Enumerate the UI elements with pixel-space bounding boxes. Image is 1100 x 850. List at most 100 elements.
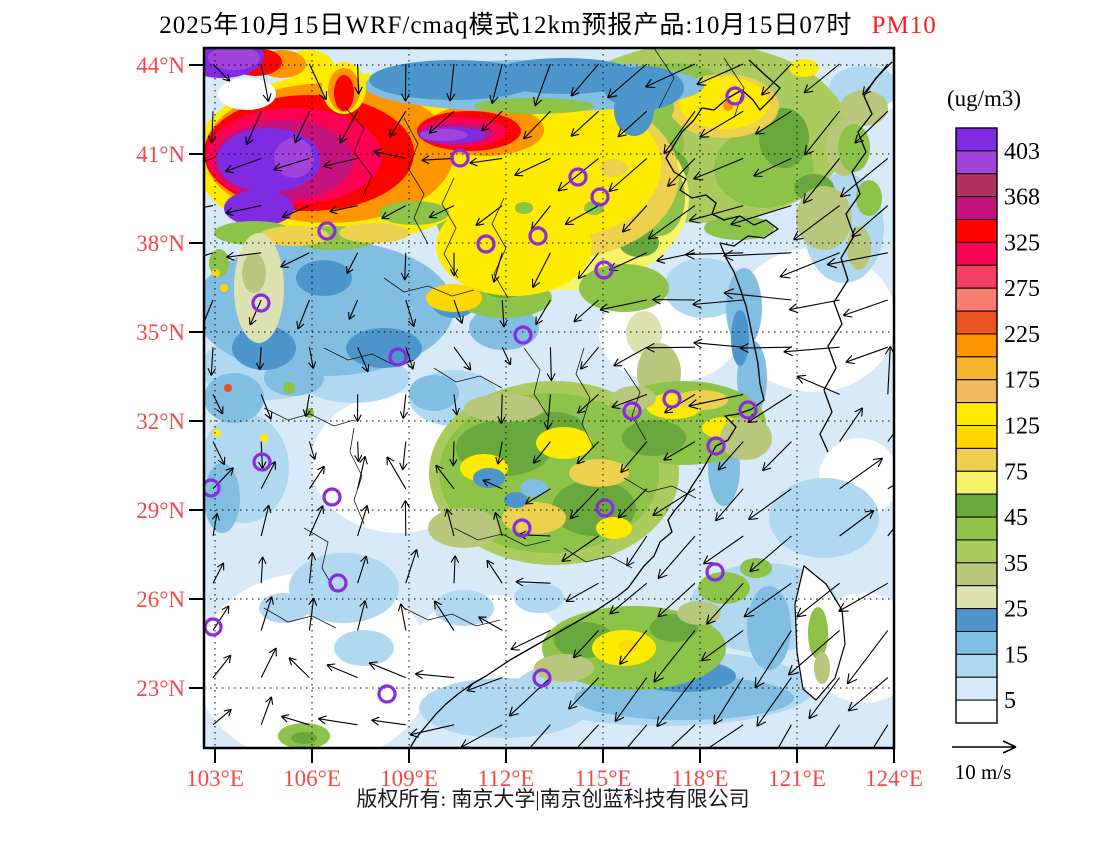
wind-arrow-icon [433,600,455,631]
wind-arrow-icon [368,661,407,679]
wind-arrow-icon [647,205,696,240]
wind-arrow-icon [226,251,262,261]
legend-value-label: 15 [1004,642,1028,668]
wind-arrow-icon [576,441,599,465]
wind-arrow-icon [308,597,318,631]
station-marker [322,487,342,507]
wind-arrow-icon [224,157,262,174]
wind-arrow-icon [245,110,262,146]
wind-arrow-icon [308,347,317,369]
station-marker [251,293,271,313]
legend-value-label: 225 [1004,322,1040,348]
wind-arrow-icon [357,455,368,489]
wind-arrow-icon [714,488,744,522]
legend-color-segment [955,539,998,564]
wind-arrow-icon [579,346,600,370]
wind-arrow-icon [399,441,408,471]
wind-arrow-icon [207,347,216,376]
station-marker [725,86,745,106]
wind-arrow-icon [280,714,310,726]
wind-arrow-icon [204,157,214,162]
wind-arrow-icon [699,110,744,138]
wind-arrow-icon [872,724,889,748]
wind-arrow-icon [666,158,696,188]
legend-color-segment [955,447,998,472]
legend-value-label: 75 [1004,459,1028,485]
wind-arrow-icon [357,504,370,537]
wind-arrow-icon [308,465,325,490]
wind-arrow-icon [493,512,503,537]
wind-arrow-icon [713,677,744,725]
wind-arrow-icon [707,724,744,748]
wind-arrow-icon [405,549,419,584]
wind-arrow-icon [777,724,792,748]
wind-arrow-icon [444,508,455,537]
wind-arrow-icon [381,205,407,220]
wind-arrow-icon [317,715,358,726]
wind-arrow-icon [524,488,551,505]
legend-color-segment [955,470,998,495]
wind-arrow-icon [212,562,225,584]
wind-arrow-icon [717,441,744,471]
wind-arrow-icon [730,205,792,227]
wind-arrow-icon [723,249,792,261]
wind-arrow-icon [491,252,503,283]
legend-value-label: 325 [1004,230,1040,256]
legend-outline [955,127,998,724]
wind-arrow-icon [296,299,310,330]
wind-arrow-icon [700,629,744,662]
wind-arrow-icon [212,605,230,631]
station-marker [568,167,588,187]
wind-arrow-icon [657,582,696,618]
wind-arrow-icon [685,249,744,260]
wind-arrow-icon [693,157,744,181]
graticule [204,48,894,748]
wind-arrow-icon [862,63,889,96]
lat-tick-label: 38°N [136,231,185,256]
wind-arrow-icon [693,338,744,349]
wind-arrow-icon [621,205,648,233]
wind-arrow-icon [783,345,840,357]
station-marker [204,478,221,498]
station-marker [328,573,348,593]
wind-arrow-icon [453,346,472,371]
wind-arrow-icon [339,110,359,144]
wind-arrow-icon [568,677,599,710]
station-marker [532,668,552,688]
wind-arrow-icon [842,299,888,318]
wind-arrow-icon [421,155,455,165]
wind-arrow-icon [787,629,840,676]
wind-arrow-icon [535,299,551,326]
wind-arrow-icon [273,157,310,172]
wind-arrow-icon [570,110,599,137]
wind-arrow-icon [486,559,503,584]
legend-color-segment [955,310,998,335]
legend-color-segment [955,402,998,427]
lon-tick-label: 112°E [478,766,535,791]
station-marker [705,562,725,582]
wind-arrow-icon [211,512,220,537]
station-marker [476,234,496,254]
wind-arrow-icon [793,205,840,241]
wind-arrow-icon [796,374,840,395]
wind-arrow-icon [613,346,648,367]
legend-value-label: 45 [1004,505,1028,531]
wind-arrow-icon [657,535,696,580]
wind-vector-field [204,63,894,748]
legend-value-label: 125 [1004,414,1040,440]
station-marker [738,400,758,420]
wind-arrow-icon [308,505,325,537]
wind-arrow-icon [847,677,889,712]
figure-title-main: 2025年10月15日WRF/cmaq模式12km预报产品:10月15日07时 [159,11,852,39]
taiwan-green-patch [808,607,828,659]
wind-arrow-icon [288,657,310,678]
station-marker [622,401,642,421]
legend-color-segment [955,676,998,701]
lon-tick-label: 118°E [672,766,729,791]
wind-arrow-icon [626,724,648,748]
wind-arrow-icon [515,577,551,587]
wind-arrow-icon [489,63,503,104]
wind-arrow-icon [371,716,406,726]
wind-arrow-icon [570,63,600,97]
